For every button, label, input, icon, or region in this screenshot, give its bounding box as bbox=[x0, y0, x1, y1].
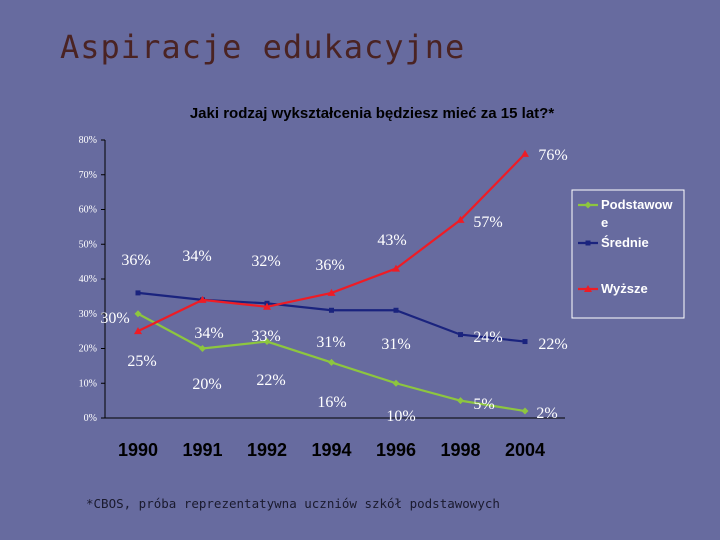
data-label: 30% bbox=[100, 310, 129, 327]
legend-marker bbox=[584, 285, 592, 292]
series-line-2 bbox=[137, 153, 526, 333]
data-point bbox=[327, 288, 336, 296]
y-tick-label: 20% bbox=[79, 344, 97, 355]
data-label: 34% bbox=[194, 325, 223, 342]
x-tick-label: 1994 bbox=[311, 440, 351, 460]
data-label: 5% bbox=[473, 396, 494, 413]
footnote: *CBOS, próba reprezentatywna uczniów szk… bbox=[86, 496, 500, 511]
y-tick-label: 40% bbox=[79, 274, 97, 285]
data-point bbox=[198, 295, 207, 303]
chart-title: Jaki rodzaj wykształcenia będziesz mieć … bbox=[190, 105, 554, 122]
slide-title: Aspiracje edukacyjne bbox=[60, 28, 466, 66]
data-label: 24% bbox=[473, 329, 502, 346]
data-point bbox=[134, 310, 142, 318]
data-point bbox=[522, 339, 528, 345]
data-label: 31% bbox=[381, 336, 410, 353]
x-tick-label: 1996 bbox=[376, 440, 416, 460]
data-label: 25% bbox=[127, 353, 156, 370]
data-point bbox=[135, 290, 141, 296]
y-tick-label: 50% bbox=[79, 239, 97, 250]
legend-label: Podstawow bbox=[601, 197, 673, 212]
legend-marker bbox=[584, 201, 592, 209]
data-point bbox=[393, 307, 399, 313]
y-tick-label: 10% bbox=[79, 378, 97, 389]
legend-label: Wyższe bbox=[601, 281, 648, 296]
data-point bbox=[392, 379, 400, 387]
data-point bbox=[457, 397, 464, 405]
data-point bbox=[329, 307, 334, 313]
data-point bbox=[328, 358, 335, 366]
data-label: 2% bbox=[536, 405, 557, 422]
y-tick-label: 0% bbox=[84, 413, 97, 424]
data-label: 76% bbox=[538, 147, 567, 164]
x-tick-label: 1991 bbox=[182, 440, 222, 460]
data-point bbox=[456, 215, 465, 223]
data-point bbox=[263, 338, 271, 346]
x-tick-label: 1992 bbox=[247, 440, 287, 460]
data-label: 31% bbox=[316, 334, 345, 351]
y-tick-label: 80% bbox=[79, 135, 97, 146]
data-label: 22% bbox=[256, 372, 285, 389]
y-tick-label: 70% bbox=[79, 170, 97, 181]
legend-box bbox=[571, 189, 685, 319]
data-label: 33% bbox=[251, 328, 280, 345]
data-point bbox=[521, 407, 529, 415]
y-tick-label: 60% bbox=[79, 205, 97, 216]
data-label: 22% bbox=[538, 336, 567, 353]
legend-label: Średnie bbox=[601, 235, 649, 250]
legend-marker bbox=[585, 240, 591, 246]
data-point bbox=[199, 345, 206, 352]
data-point bbox=[134, 327, 142, 335]
data-label: 43% bbox=[377, 232, 406, 249]
x-tick-label: 1998 bbox=[440, 440, 480, 460]
data-point bbox=[458, 332, 463, 338]
data-point bbox=[521, 149, 529, 157]
data-point bbox=[392, 264, 400, 272]
data-label: 20% bbox=[192, 376, 221, 393]
legend-label: e bbox=[601, 215, 608, 230]
data-label: 16% bbox=[317, 394, 346, 411]
x-tick-label: 1990 bbox=[118, 440, 158, 460]
y-tick-label: 30% bbox=[79, 309, 97, 320]
data-label: 10% bbox=[386, 408, 415, 425]
data-point bbox=[263, 302, 271, 310]
data-label: 32% bbox=[251, 253, 280, 270]
x-tick-label: 2004 bbox=[505, 440, 545, 460]
data-label: 36% bbox=[121, 252, 150, 269]
data-label: 36% bbox=[315, 257, 344, 274]
data-label: 57% bbox=[473, 214, 502, 231]
data-label: 34% bbox=[182, 248, 211, 265]
